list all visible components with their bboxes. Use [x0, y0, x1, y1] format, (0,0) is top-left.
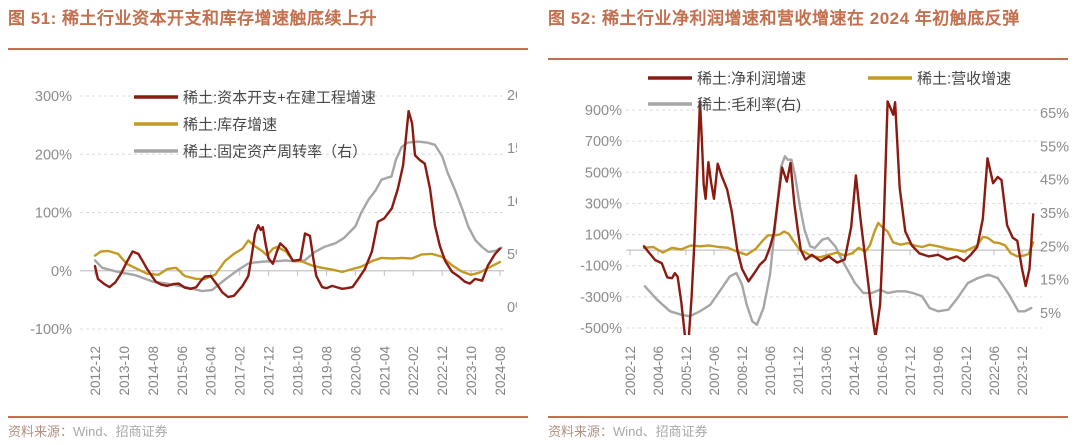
legend-label-1: 稀土:营收增速 [917, 71, 1011, 88]
svg-text:500%: 500% [585, 165, 622, 181]
svg-text:0%: 0% [507, 300, 528, 316]
figure-52-chart: 900% 700% 500% 300% 100% -100% -300% -500% 65% 55… [580, 71, 1069, 396]
svg-text:2022-12: 2022-12 [435, 346, 450, 396]
figure-51-source: 资料来源：Wind、招商证券 [8, 421, 168, 440]
figure-51-chart: 300%200%100%0%-100%20%15%10%5%0%2012-12 2… [30, 88, 536, 396]
svg-text:2011-12: 2011-12 [791, 346, 806, 395]
svg-text:-300%: -300% [580, 290, 622, 306]
svg-text:0%: 0% [51, 264, 72, 280]
svg-text:2014-08: 2014-08 [146, 346, 161, 396]
svg-text:2018-10: 2018-10 [291, 346, 306, 396]
legend-label-1: 稀土:库存增速 [183, 117, 277, 134]
legend-label-0: 稀土:净利润增速 [697, 71, 806, 88]
svg-text:2019-08: 2019-08 [319, 346, 334, 396]
svg-text:2023-10: 2023-10 [464, 346, 479, 396]
svg-text:10%: 10% [507, 194, 536, 210]
svg-text:2015-06: 2015-06 [175, 346, 190, 396]
svg-text:2008-12: 2008-12 [735, 346, 750, 396]
gridlines [626, 109, 1042, 329]
svg-text:2022-02: 2022-02 [406, 346, 421, 396]
svg-text:2021-04: 2021-04 [377, 346, 392, 396]
series-line-2 [93, 140, 503, 293]
svg-text:700%: 700% [585, 134, 622, 150]
figure-52-source: 资料来源：Wind、招商证券 [548, 421, 708, 440]
figure-52-title-rule [548, 58, 1068, 60]
svg-text:2002-12: 2002-12 [623, 346, 638, 396]
y-axis-right-labels: 65% 55% 45% 35% 25% 15% 5% [1040, 106, 1069, 322]
svg-text:2020-06: 2020-06 [348, 346, 363, 396]
series-line-1 [642, 221, 1035, 259]
figure-51-title: 图 51: 稀土行业资本开支和库存增速触底续上升 [8, 9, 378, 28]
figure-51: 图 51: 稀土行业资本开支和库存增速触底续上升 300% 200% 100% 0% -… [8, 9, 536, 440]
y-axis-right-labels: 20% 15% 10% 5% 0% [507, 88, 536, 316]
source-label: 资料来源： [8, 424, 74, 439]
figure-51-source-rule [8, 416, 528, 418]
svg-text:2020-12: 2020-12 [959, 346, 974, 396]
svg-text:2017-02: 2017-02 [233, 346, 248, 396]
y-axis-left-labels: 900% 700% 500% 300% 100% -100% -300% -500% [580, 103, 622, 337]
legend-label-2: 稀土:毛利率(右) [697, 97, 801, 114]
svg-text:2014-12: 2014-12 [847, 346, 862, 396]
series-line-0 [642, 100, 1035, 335]
svg-text:2016-04: 2016-04 [204, 346, 219, 396]
svg-text:15%: 15% [1040, 273, 1069, 289]
x-axis-labels: 2002-12 2004-06 2005-12 2007-06 2008-12 2010-… [623, 346, 1030, 396]
svg-text:45%: 45% [1040, 173, 1069, 189]
svg-text:20%: 20% [507, 88, 536, 104]
svg-text:300%: 300% [585, 196, 622, 212]
svg-text:300%: 300% [35, 89, 72, 105]
svg-text:-100%: -100% [580, 259, 622, 275]
figure-52-source-rule [548, 416, 1068, 418]
gridlines [80, 95, 504, 330]
source-text: Wind、招商证券 [73, 424, 168, 439]
svg-text:2016-06: 2016-06 [875, 346, 890, 396]
svg-text:5%: 5% [507, 247, 528, 263]
figure-52: 图 52: 稀土行业净利润增速和营收增速在 2024 年初触底反弹 900% 70… [540, 0, 1080, 445]
svg-text:2017-12: 2017-12 [903, 346, 918, 396]
y-axis-left-labels: 300% 200% 100% 0% -100% [30, 89, 72, 338]
svg-text:2023-12: 2023-12 [1015, 346, 1030, 396]
svg-text:35%: 35% [1040, 206, 1069, 222]
svg-text:2017-12: 2017-12 [262, 346, 277, 396]
series-line-0 [93, 109, 502, 299]
svg-text:2012-12: 2012-12 [88, 346, 103, 396]
svg-text:900%: 900% [585, 103, 622, 119]
svg-text:65%: 65% [1040, 106, 1069, 122]
source-text: Wind、招商证券 [613, 424, 708, 439]
svg-text:100%: 100% [35, 206, 72, 222]
svg-text:2004-06: 2004-06 [651, 346, 666, 396]
svg-text:2007-06: 2007-06 [707, 346, 722, 396]
svg-text:200%: 200% [35, 147, 72, 163]
svg-text:-500%: -500% [580, 321, 622, 337]
svg-text:2022-06: 2022-06 [987, 346, 1002, 396]
svg-text:-100%: -100% [30, 322, 72, 338]
figure-51-title-rule [8, 48, 528, 50]
svg-text:25%: 25% [1040, 239, 1069, 255]
svg-text:2010-06: 2010-06 [763, 346, 778, 396]
source-label: 资料来源： [548, 424, 614, 439]
svg-text:2019-06: 2019-06 [931, 346, 946, 396]
series-lines [642, 100, 1035, 335]
svg-text:2024-08: 2024-08 [493, 346, 508, 396]
series-line-2 [643, 155, 1033, 326]
svg-text:2013-06: 2013-06 [819, 346, 834, 396]
svg-text:5%: 5% [1040, 306, 1061, 322]
x-axis-labels: 2012-12 2013-10 2014-08 2015-06 2016-04 2017-… [88, 346, 508, 396]
legend-label-2: 稀土:固定资产周转率（右） [183, 144, 367, 161]
svg-text:2005-12: 2005-12 [679, 346, 694, 396]
svg-text:2013-10: 2013-10 [117, 346, 132, 396]
svg-text:55%: 55% [1040, 139, 1069, 155]
svg-text:100%: 100% [585, 228, 622, 244]
figure-52-title: 图 52: 稀土行业净利润增速和营收增速在 2024 年初触底反弹 [548, 9, 1020, 28]
svg-text:15%: 15% [507, 141, 536, 157]
series-line-1 [93, 239, 502, 281]
legend-label-0: 稀土:资本开支+在建工程增速 [183, 90, 376, 107]
series-lines [93, 109, 503, 299]
